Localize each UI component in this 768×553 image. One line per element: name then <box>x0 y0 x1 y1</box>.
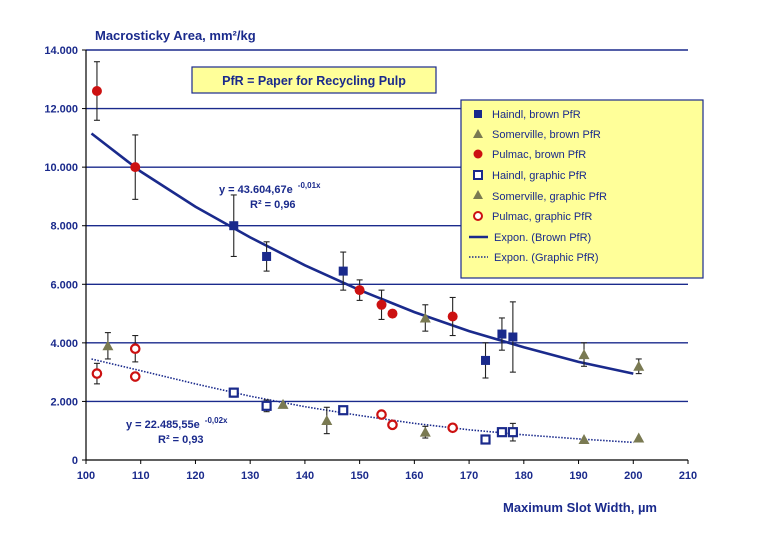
point-pulmac-graphic-pfr <box>376 409 387 420</box>
point-somerville-graphic-pfr <box>321 414 333 425</box>
note-box <box>191 66 437 94</box>
legend-marker-haindl-graphic <box>473 170 483 180</box>
point-pulmac-graphic-pfr <box>91 368 103 379</box>
point-somerville-graphic-pfr <box>102 340 114 351</box>
x-tick-label: 190 <box>569 470 587 482</box>
legend-marker-somerville-graphic <box>473 190 483 199</box>
y-tick-label: 4.000 <box>50 338 78 350</box>
point-haindl-brown-pfr <box>508 332 518 342</box>
point-pulmac-graphic-pfr <box>447 422 458 434</box>
point-haindl-brown-pfr <box>229 221 239 231</box>
x-axis-label: Maximum Slot Width, µm <box>503 500 657 515</box>
x-tick-label: 100 <box>77 470 95 482</box>
legend-label-somerville-brown: Somerville, brown PfR <box>492 129 601 141</box>
brown-r2: R² = 0,96 <box>250 199 296 211</box>
y-tick-label: 14.000 <box>44 45 78 57</box>
point-somerville-brown-pfr <box>419 312 431 323</box>
legend-marker-pulmac-brown <box>473 149 483 159</box>
point-haindl-brown-pfr <box>481 355 491 365</box>
point-haindl-graphic-pfr <box>507 427 518 438</box>
legend-box <box>460 99 704 279</box>
x-tick-label: 180 <box>515 470 533 482</box>
chart-title: Macrosticky Area, mm²/kg <box>95 28 256 43</box>
legend-label-expon-brown: Expon. (Brown PfR) <box>494 232 591 244</box>
x-tick-label: 170 <box>460 470 478 482</box>
point-pulmac-brown-pfr <box>130 162 141 173</box>
graphic-equation-exponent: -0,02x <box>205 416 228 425</box>
point-pulmac-brown-pfr <box>91 86 102 96</box>
legend: Haindl, brown PfR Somerville, brown PfR … <box>460 99 704 279</box>
graphic-equation-main: y = 22.485,55e <box>126 419 200 431</box>
point-haindl-graphic-pfr <box>338 405 349 416</box>
y-tick-label: 8.000 <box>50 221 78 233</box>
y-tick-label: 6.000 <box>50 279 78 291</box>
y-tick-label: 0 <box>72 455 78 467</box>
y-tick-label: 2.000 <box>50 396 78 408</box>
point-pulmac-graphic-pfr <box>129 343 141 355</box>
trendline-graphic <box>91 358 634 444</box>
legend-marker-pulmac-graphic <box>473 211 483 221</box>
y-tick-label: 10.000 <box>44 162 78 174</box>
legend-label-haindl-brown: Haindl, brown PfR <box>492 109 581 121</box>
legend-label-pulmac-graphic: Pulmac, graphic PfR <box>492 211 592 223</box>
x-tick-label: 120 <box>186 470 204 482</box>
legend-label-pulmac-brown: Pulmac, brown PfR <box>492 149 586 161</box>
point-somerville-graphic-pfr <box>578 434 590 444</box>
x-tick-label: 110 <box>132 470 150 482</box>
x-tick-label: 130 <box>241 470 259 482</box>
data-points <box>91 86 645 445</box>
x-tick-label: 200 <box>624 470 642 482</box>
x-tick-label: 150 <box>350 470 368 482</box>
x-tick-label: 210 <box>679 470 697 482</box>
point-somerville-brown-pfr <box>633 360 645 371</box>
graphic-r2: R² = 0,93 <box>158 434 204 446</box>
legend-label-haindl-graphic: Haindl, graphic PfR <box>492 170 587 182</box>
point-haindl-graphic-pfr <box>228 387 239 398</box>
graphic-equation: y = 22.485,55e -0,02x <box>126 416 228 431</box>
point-haindl-graphic-pfr <box>496 427 508 438</box>
point-somerville-graphic-pfr <box>633 432 645 443</box>
x-tick-label: 160 <box>405 470 423 482</box>
brown-equation-exponent: -0,01x <box>298 181 321 190</box>
legend-marker-somerville-brown <box>473 129 483 138</box>
brown-equation-main: y = 43.604,67e <box>219 184 293 196</box>
y-ticks: 0 2.000 4.000 6.000 8.000 10.000 12.000 14.000 <box>44 45 86 467</box>
y-tick-label: 12.000 <box>44 104 78 116</box>
point-pulmac-graphic-pfr <box>387 419 398 431</box>
legend-label-somerville-graphic: Somerville, graphic PfR <box>492 191 607 203</box>
point-pulmac-brown-pfr <box>447 311 458 322</box>
legend-label-expon-graphic: Expon. (Graphic PfR) <box>494 252 599 264</box>
point-pulmac-brown-pfr <box>387 308 398 319</box>
point-haindl-brown-pfr <box>497 329 507 339</box>
gridlines <box>86 49 688 403</box>
point-somerville-graphic-pfr <box>277 398 289 409</box>
x-ticks: 100 110 120 130 140 150 160 170 180 190 200 210 <box>77 460 697 482</box>
point-haindl-brown-pfr <box>338 266 348 276</box>
point-somerville-brown-pfr <box>578 349 590 360</box>
point-haindl-graphic-pfr <box>480 434 491 445</box>
point-haindl-graphic-pfr <box>261 400 272 411</box>
point-pulmac-brown-pfr <box>376 299 387 310</box>
point-haindl-brown-pfr <box>262 251 272 261</box>
brown-equation: y = 43.604,67e -0,01x <box>219 181 321 196</box>
point-somerville-graphic-pfr <box>419 426 431 437</box>
legend-marker-haindl-brown <box>474 110 482 118</box>
note-text: PfR = Paper for Recycling Pulp <box>222 74 406 88</box>
point-pulmac-brown-pfr <box>354 285 365 296</box>
x-tick-label: 140 <box>296 470 314 482</box>
point-pulmac-graphic-pfr <box>129 371 141 382</box>
